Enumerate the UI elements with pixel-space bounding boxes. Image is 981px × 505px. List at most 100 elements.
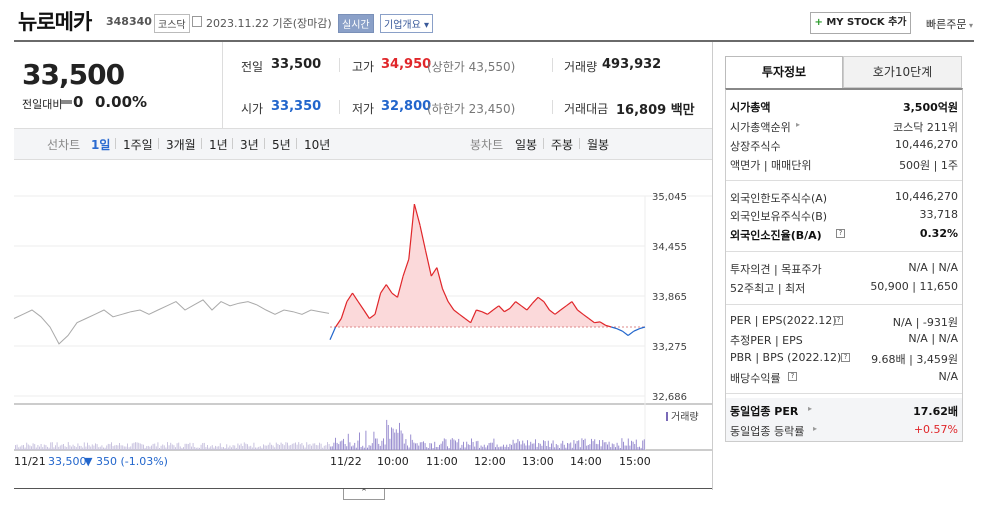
info-row: 상장주식수 10,446,270 — [730, 136, 958, 154]
period-3y[interactable]: 3년 — [240, 138, 259, 152]
volume-bar — [346, 446, 348, 450]
low-value: 32,800 — [381, 99, 432, 114]
price-segment — [385, 284, 393, 294]
volume-bar — [482, 446, 484, 450]
volume-bar — [363, 447, 365, 450]
info-row-label: 시가총액순위 — [730, 121, 791, 134]
volume-bar — [424, 443, 426, 450]
y-axis: 35,045 34,455 33,865 33,275 32,686 — [652, 192, 687, 403]
tab-orderbook[interactable]: 호가10단계 — [843, 56, 962, 88]
volume-bar — [128, 447, 130, 450]
info-row-value: 3,500억원 — [902, 101, 958, 114]
volume-bar — [584, 438, 586, 450]
x-tick: 11:00 — [426, 455, 458, 468]
candle-monthly[interactable]: 월봉 — [587, 138, 610, 152]
volume-bar — [93, 445, 95, 450]
chevron-right-icon[interactable]: ▸ — [813, 424, 818, 433]
line-chart-label: 선차트 — [47, 138, 81, 152]
volume-bar — [205, 447, 207, 450]
volume-bar — [565, 447, 567, 450]
x-tick: 11/22 — [330, 455, 362, 468]
volume-bar — [400, 430, 402, 450]
volume-bar — [21, 445, 23, 450]
volume-bar — [487, 445, 488, 450]
period-3m[interactable]: 3개월 — [166, 138, 196, 152]
volume-bar — [149, 446, 151, 450]
flat-icon — [61, 100, 72, 104]
my-stock-add-button[interactable]: + MY STOCK 추가 — [810, 12, 911, 34]
info-row-label: 추정PER | EPS — [730, 334, 803, 347]
info-row-value: N/A | N/A — [908, 261, 958, 274]
price-segment — [340, 301, 348, 319]
volume-bar — [63, 444, 64, 450]
candle-daily[interactable]: 일봉 — [515, 138, 538, 152]
divider — [339, 58, 340, 72]
chart-bottom-border — [14, 488, 712, 489]
info-row: PBR | BPS (2022.12)? 9.68배 | 3,459원 — [730, 349, 958, 367]
volume-bar — [536, 446, 538, 450]
volume-bar — [567, 443, 568, 450]
volume-label: 거래량 — [564, 60, 598, 74]
volume-bar — [213, 447, 215, 450]
chevron-right-icon[interactable]: ▸ — [796, 120, 801, 129]
volume-bar — [466, 441, 468, 450]
collapse-chart-button[interactable]: ⌃ — [343, 489, 385, 500]
quick-order-button[interactable]: 빠른주문 ▾ — [926, 16, 973, 32]
volume-bar — [512, 439, 514, 450]
tab-invest-info[interactable]: 투자정보 — [725, 56, 843, 88]
volume-bar — [453, 439, 455, 450]
help-icon[interactable]: ? — [841, 353, 850, 362]
volume-bar — [282, 443, 284, 450]
volume-bar — [499, 446, 501, 450]
period-1y[interactable]: 1년 — [209, 138, 228, 152]
period-10y[interactable]: 10년 — [304, 138, 331, 152]
volume-bar — [272, 445, 274, 450]
volume-bar — [55, 445, 56, 450]
info-row-value: N/A — [938, 370, 958, 383]
volume-bar — [471, 438, 472, 450]
help-icon[interactable]: ? — [834, 316, 843, 325]
candle-weekly[interactable]: 주봉 — [551, 138, 574, 152]
chevron-right-icon[interactable]: ▸ — [808, 404, 813, 413]
price-segment — [481, 311, 488, 315]
volume-bar — [463, 441, 464, 450]
volume-bar — [330, 446, 332, 450]
volume-bar — [421, 442, 423, 450]
volume-bar — [23, 445, 24, 450]
volume-bar — [543, 440, 544, 450]
volume-bar — [314, 443, 316, 450]
help-icon[interactable]: ? — [836, 229, 845, 238]
price-segment — [622, 330, 629, 336]
volume-bar — [440, 443, 442, 450]
volume-bar — [354, 442, 356, 450]
volume-bar — [504, 446, 506, 450]
info-row: 외국인보유주식수(B) 33,718 — [730, 206, 958, 224]
price-chart[interactable]: 35,045 34,455 33,865 33,275 32,686 거래량 1… — [0, 160, 712, 488]
divider — [726, 304, 962, 305]
info-row-value: 10,446,270 — [895, 190, 958, 203]
volume-bar — [274, 447, 276, 450]
volume-bar — [506, 444, 508, 450]
volume-bar — [616, 442, 618, 450]
period-5y[interactable]: 5년 — [272, 138, 291, 152]
volume-bar — [290, 445, 292, 450]
volume-bar — [251, 447, 253, 450]
volume-bar — [624, 445, 626, 450]
period-1d[interactable]: 1일 — [91, 138, 111, 152]
info-row-label: 외국인소진율(B/A) — [730, 229, 822, 242]
volume-bar — [151, 445, 152, 450]
volume-bar — [74, 446, 76, 450]
period-1w[interactable]: 1주일 — [123, 138, 153, 152]
volume-bar — [475, 441, 477, 450]
realtime-button[interactable]: 실시간 — [338, 14, 374, 33]
price-segment — [357, 301, 365, 311]
company-info-dropdown[interactable]: 기업개요 ▾ — [380, 14, 434, 33]
info-row-label: 동일업종 PER — [730, 405, 799, 418]
volume-bar — [573, 440, 575, 450]
volume-bar — [402, 433, 404, 450]
volume-bar — [546, 446, 548, 450]
price-segment — [425, 250, 432, 277]
stock-name: 뉴로메카 — [18, 10, 92, 34]
help-icon[interactable]: ? — [788, 372, 797, 381]
volume-bar — [144, 447, 146, 450]
